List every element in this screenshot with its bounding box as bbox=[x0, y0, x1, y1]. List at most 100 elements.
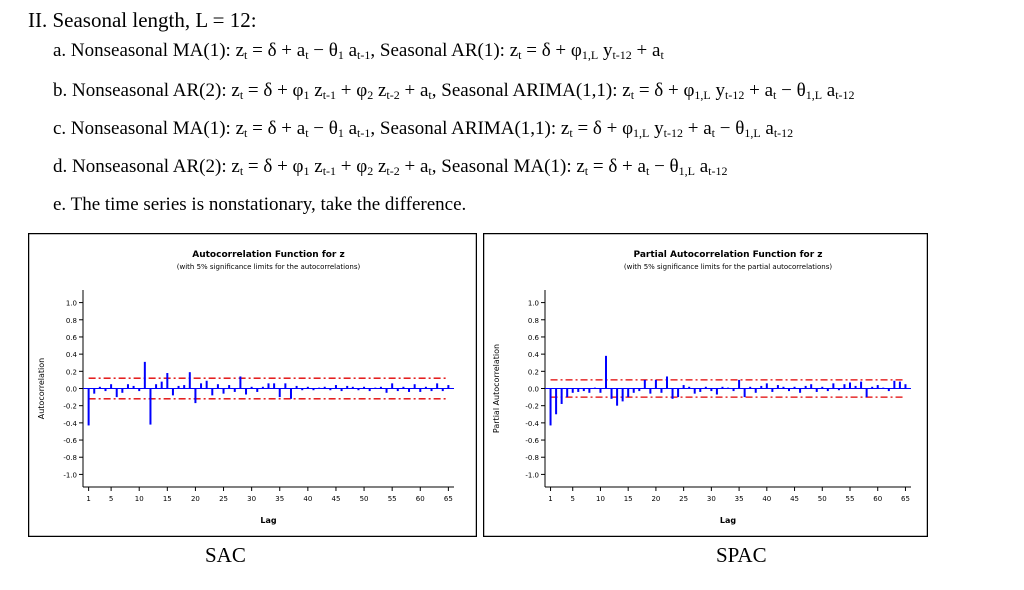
bar bbox=[876, 385, 879, 389]
bar bbox=[804, 385, 807, 389]
bar bbox=[765, 383, 768, 389]
bar bbox=[329, 388, 332, 391]
subscript: 1,L bbox=[694, 88, 711, 102]
bar bbox=[660, 388, 663, 393]
x-tick-label: 15 bbox=[624, 495, 633, 503]
bar bbox=[854, 385, 857, 389]
bar bbox=[312, 388, 315, 391]
x-tick-label: 25 bbox=[679, 495, 688, 503]
text-run: = δ + φ bbox=[572, 118, 634, 139]
bar bbox=[715, 388, 718, 395]
bar bbox=[402, 386, 405, 389]
y-tick-label: 0.8 bbox=[66, 317, 77, 325]
bar bbox=[363, 386, 366, 389]
bar bbox=[216, 384, 219, 389]
text-run: = δ + a bbox=[588, 156, 646, 177]
subscript: t bbox=[428, 164, 432, 178]
bar bbox=[593, 387, 596, 389]
text-run: − θ bbox=[649, 156, 679, 177]
text-run: + a bbox=[744, 80, 774, 101]
x-tick-label: 30 bbox=[247, 495, 256, 503]
bar bbox=[351, 386, 354, 389]
bar bbox=[284, 383, 287, 389]
bar bbox=[295, 385, 298, 389]
x-tick-label: 5 bbox=[109, 495, 113, 503]
subscript: t bbox=[773, 88, 777, 102]
bar bbox=[250, 386, 253, 389]
bar bbox=[385, 388, 388, 393]
bar bbox=[93, 388, 96, 394]
subscript: t bbox=[239, 88, 244, 102]
text-run: − θ bbox=[308, 118, 338, 139]
bar bbox=[121, 388, 124, 393]
bar bbox=[87, 388, 90, 426]
subscript: 1 bbox=[303, 164, 310, 178]
subscript: t bbox=[244, 48, 248, 62]
bar bbox=[143, 361, 146, 389]
bar bbox=[782, 386, 785, 389]
bar bbox=[318, 387, 321, 389]
bar bbox=[699, 388, 702, 392]
y-tick-label: 0.8 bbox=[528, 317, 539, 325]
bar bbox=[177, 385, 180, 389]
text-run: y bbox=[710, 80, 726, 101]
x-tick-label: 45 bbox=[790, 495, 799, 503]
bar bbox=[430, 388, 433, 392]
subscript: 1,L bbox=[581, 48, 599, 62]
bar bbox=[396, 388, 399, 392]
bar bbox=[738, 379, 741, 389]
subscript: t-2 bbox=[386, 88, 400, 102]
y-tick-label: -1.0 bbox=[525, 471, 539, 479]
bar bbox=[577, 388, 580, 392]
bar bbox=[374, 387, 377, 389]
bar bbox=[721, 386, 724, 389]
subscript: t bbox=[305, 126, 309, 140]
bar bbox=[649, 388, 652, 394]
text-run: , Seasonal AR(1): z bbox=[370, 40, 519, 61]
bar bbox=[413, 384, 416, 389]
chart-title: Autocorrelation Function for z bbox=[192, 250, 345, 260]
text-run: z bbox=[309, 80, 323, 101]
text-run: = δ + φ bbox=[634, 80, 695, 101]
bar bbox=[357, 388, 360, 391]
bar bbox=[239, 376, 242, 389]
bar bbox=[621, 388, 624, 402]
bar bbox=[688, 386, 691, 389]
x-tick-label: 20 bbox=[191, 495, 200, 503]
bar bbox=[882, 387, 885, 389]
bar bbox=[588, 388, 591, 393]
subscript: t-12 bbox=[725, 88, 745, 102]
chart-caption: SAC bbox=[205, 543, 246, 567]
text-run: = δ + φ bbox=[243, 156, 304, 177]
text-run: z bbox=[373, 80, 387, 101]
text-run: , Seasonal MA(1): z bbox=[431, 156, 585, 177]
text-run: a bbox=[343, 118, 358, 139]
text-run: a bbox=[694, 156, 709, 177]
subscript: 1 bbox=[337, 126, 344, 140]
subscript: t-2 bbox=[386, 164, 400, 178]
subscript: t bbox=[630, 88, 635, 102]
bar bbox=[843, 384, 846, 389]
subscript: t-12 bbox=[835, 88, 855, 102]
bar bbox=[666, 376, 668, 389]
y-tick-label: 0.2 bbox=[528, 368, 539, 376]
subscript: t-1 bbox=[357, 48, 371, 62]
x-tick-label: 35 bbox=[735, 495, 744, 503]
y-tick-label: -1.0 bbox=[63, 471, 77, 479]
text-run: = δ + φ bbox=[521, 40, 582, 61]
subscript: t-12 bbox=[612, 48, 632, 62]
bar bbox=[754, 388, 757, 393]
x-tick-label: 55 bbox=[388, 495, 397, 503]
bar bbox=[837, 388, 840, 391]
bar bbox=[233, 388, 236, 392]
bar bbox=[815, 388, 818, 392]
y-tick-label: -0.6 bbox=[63, 437, 77, 445]
x-tick-label: 1 bbox=[86, 495, 90, 503]
bar bbox=[289, 388, 292, 399]
bar bbox=[599, 388, 602, 393]
bar bbox=[743, 388, 746, 398]
subscript: t-1 bbox=[322, 88, 337, 102]
chart-caption: SPAC bbox=[716, 543, 767, 567]
bar bbox=[183, 385, 186, 389]
